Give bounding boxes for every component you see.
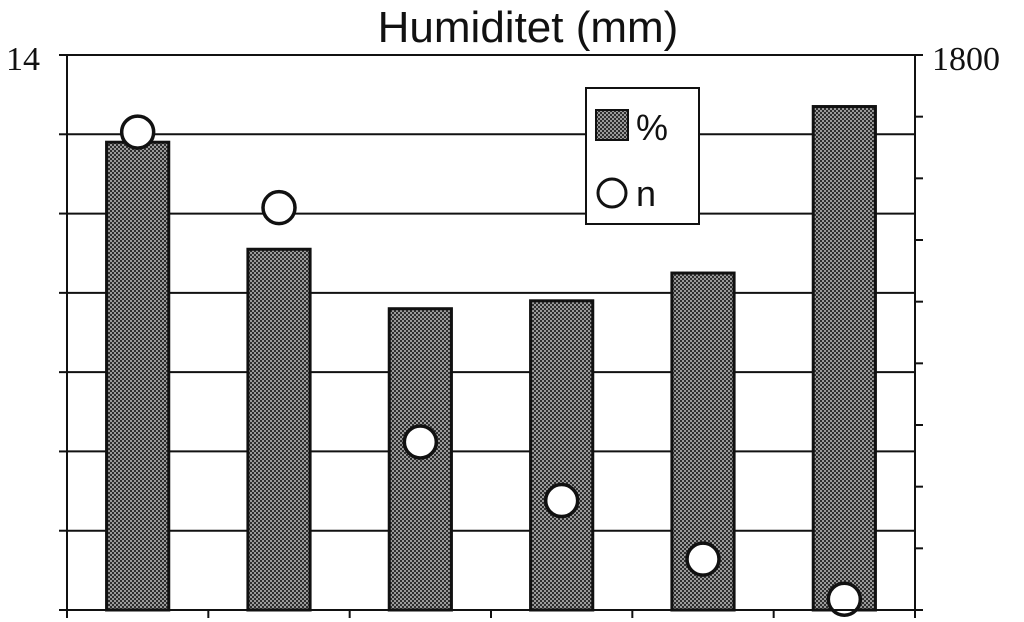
bars bbox=[105, 105, 877, 612]
legend-label-n: n bbox=[636, 173, 656, 214]
bar bbox=[529, 299, 595, 612]
data-point bbox=[119, 114, 156, 150]
chart-title: Humiditet (mm) bbox=[378, 3, 679, 52]
bar bbox=[811, 105, 877, 612]
bar bbox=[246, 247, 312, 612]
data-point bbox=[685, 541, 721, 577]
data-point bbox=[826, 581, 863, 617]
legend-swatch-bar bbox=[595, 109, 629, 141]
right-axis-max-label: 1800 bbox=[932, 41, 1000, 78]
data-point bbox=[402, 424, 439, 460]
gridlines bbox=[67, 54, 915, 532]
data-point bbox=[261, 189, 297, 226]
left-axis-max-label: 14 bbox=[6, 41, 40, 78]
bar bbox=[105, 140, 171, 612]
legend: % n bbox=[585, 87, 700, 225]
legend-label-percent: % bbox=[636, 107, 668, 148]
legend-swatch-point bbox=[596, 177, 628, 209]
axes bbox=[59, 54, 923, 618]
points bbox=[119, 114, 863, 617]
data-point bbox=[543, 482, 580, 519]
